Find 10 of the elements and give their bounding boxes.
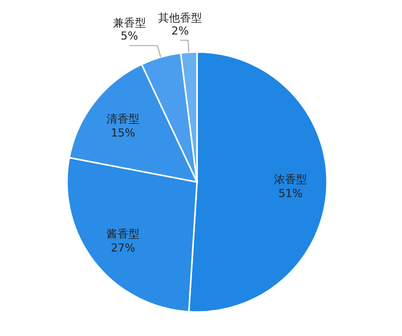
data-label: 51% xyxy=(278,186,303,200)
data-label: 5% xyxy=(120,30,138,43)
slice-label: 酱香型 xyxy=(106,227,140,240)
slice-label: 浓香型 xyxy=(274,172,308,186)
data-label: 15% xyxy=(110,126,136,140)
slice-label: 其他香型 xyxy=(158,11,202,24)
slice-label: 清香型 xyxy=(106,112,140,126)
slice-label: 兼香型 xyxy=(112,16,146,30)
data-label: 27% xyxy=(110,241,136,254)
data-label: 2% xyxy=(171,24,189,38)
